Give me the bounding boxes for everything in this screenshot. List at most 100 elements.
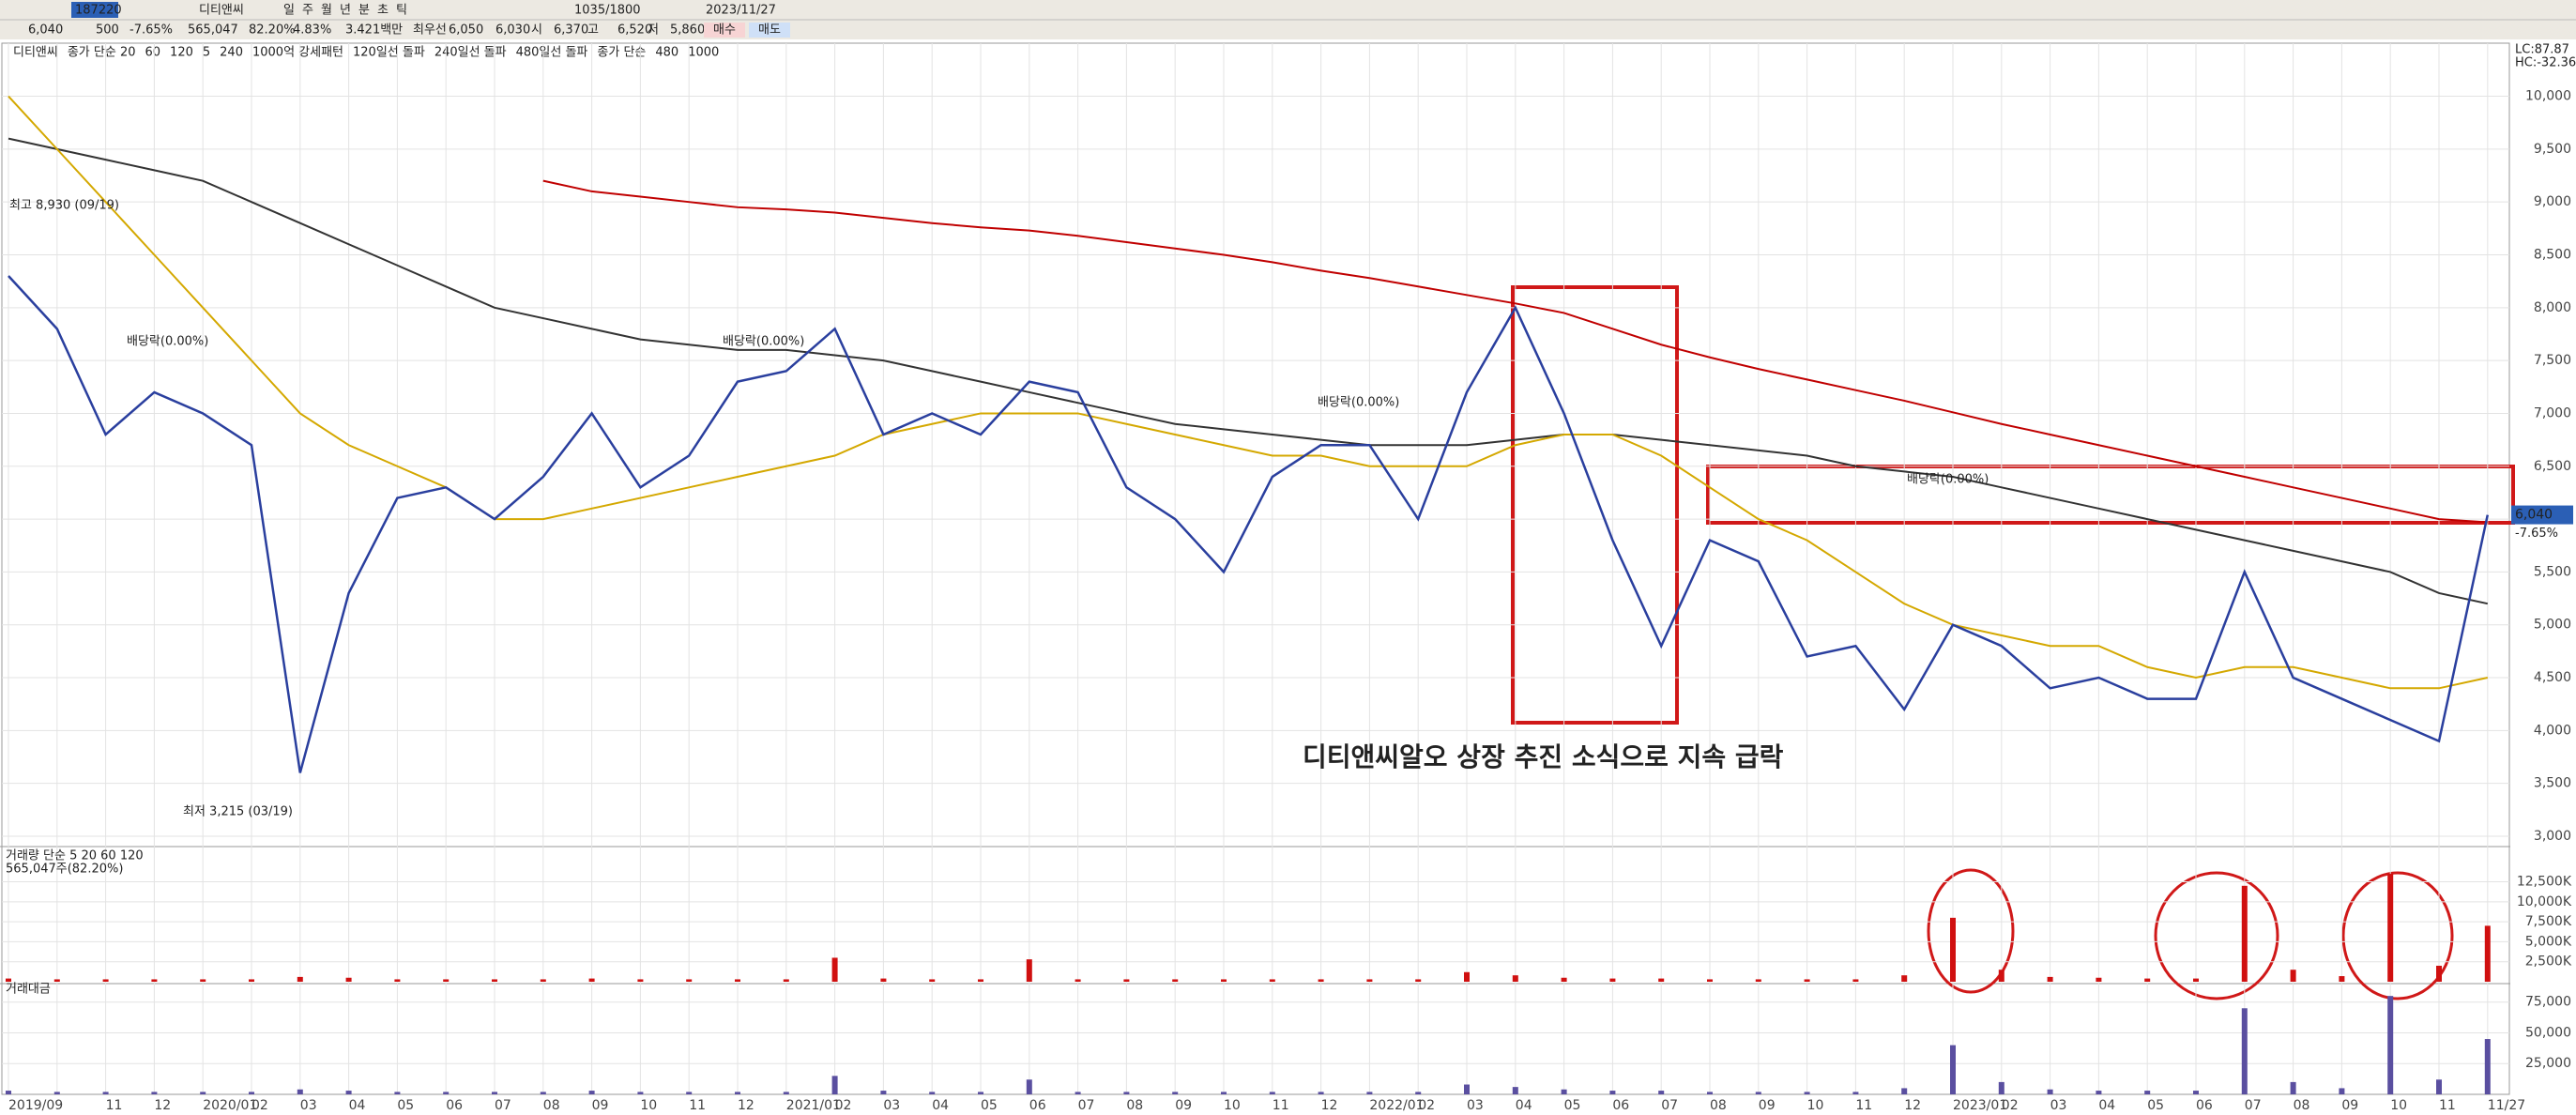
bar (2096, 1091, 2102, 1094)
y-tick-label: 10,000 (2525, 89, 2571, 104)
bar (1318, 979, 1324, 982)
bar (978, 1092, 983, 1094)
x-tick-label: 11/27 (2488, 1098, 2525, 1113)
annotation: 최저 3,215 (03/19) (183, 805, 293, 819)
bar (2436, 965, 2442, 982)
bar (1221, 979, 1227, 982)
bar (1561, 977, 1567, 982)
x-tick-label: 07 (495, 1098, 511, 1113)
bar (1755, 1092, 1761, 1094)
bar (1123, 979, 1130, 982)
bar (1852, 1092, 1859, 1094)
quote-field: 6,050 (449, 23, 483, 38)
y-tick-label: 3,000 (2534, 829, 2571, 844)
x-tick-label: 10 (1224, 1098, 1241, 1113)
x-tick-label: 03 (883, 1098, 900, 1113)
x-tick-label: 06 (1612, 1098, 1629, 1113)
trade-button[interactable]: 매도 (758, 23, 781, 38)
x-tick-label: 08 (1710, 1098, 1727, 1113)
x-tick-label: 06 (446, 1098, 463, 1113)
bar (637, 979, 644, 982)
bar (1609, 978, 1616, 982)
x-tick-label: 12 (1904, 1098, 1921, 1113)
y-tick-label: 2,500K (2525, 955, 2572, 970)
x-tick-label: 11 (2439, 1098, 2456, 1113)
trade-button-bg[interactable] (704, 23, 745, 38)
series-line (8, 137, 2489, 605)
bar (1901, 1088, 1908, 1094)
y-tick-label: 4,000 (2534, 723, 2571, 738)
legend-entry: 480 (655, 46, 678, 60)
bar (200, 979, 206, 982)
x-tick-label: 08 (543, 1098, 560, 1113)
bar (1512, 1087, 1518, 1094)
x-tick-label: 05 (1564, 1098, 1581, 1113)
bar (1075, 979, 1081, 982)
bar (2484, 925, 2491, 982)
legend-entry: 디티앤씨 (13, 46, 58, 60)
quote-field: 500 (96, 23, 119, 38)
bar (53, 979, 60, 982)
bar (2387, 996, 2394, 1094)
x-tick-label: 2023/01 (1953, 1098, 2007, 1113)
bar (540, 1092, 546, 1094)
y-tick-label: 7,000 (2534, 405, 2571, 420)
period-button[interactable]: 분 (358, 4, 370, 18)
x-tick-label: 04 (2098, 1098, 2115, 1113)
period-button[interactable]: 년 (340, 4, 351, 18)
legend-entry: 1000억 강세패턴 (252, 46, 343, 60)
quote-field: 저 (648, 23, 659, 38)
period-button[interactable]: 초 (377, 4, 389, 18)
x-tick-label: 11 (106, 1098, 123, 1113)
quote-field: -7.65% (130, 23, 173, 38)
annotation: 배당락(0.00%) (723, 335, 804, 349)
legend-entry: 종가 단순 (597, 46, 646, 60)
x-tick-label: 04 (932, 1098, 949, 1113)
bar (880, 978, 887, 982)
bar (2047, 976, 2053, 982)
series-line (8, 275, 2490, 773)
legend-entry: 5 (203, 46, 210, 60)
bar (735, 1092, 740, 1094)
bar (1026, 1079, 1032, 1094)
x-tick-label: 07 (1661, 1098, 1678, 1113)
y-tick-label: 12,500K (2517, 875, 2572, 890)
x-tick-label: 2022/01 (1369, 1098, 1424, 1113)
bar (2290, 1081, 2296, 1094)
x-tick-label: 02 (252, 1098, 268, 1113)
plot-frame (1, 42, 2510, 1095)
bar (1852, 979, 1859, 982)
trade-button[interactable]: 매수 (713, 23, 736, 38)
x-tick-label: 07 (2245, 1098, 2262, 1113)
period-button[interactable]: 일 (283, 4, 295, 18)
bar (929, 979, 936, 982)
bar (1561, 1089, 1567, 1094)
bar (1415, 979, 1422, 982)
bar (200, 1092, 206, 1094)
annotation: 최고 8,930 (09/19) (9, 199, 119, 213)
bar (2096, 977, 2102, 982)
code-bg (71, 2, 118, 18)
period-button[interactable]: 월 (321, 4, 332, 18)
bar (1609, 1091, 1616, 1094)
bar (492, 1092, 497, 1094)
highlight-box (1511, 285, 1679, 725)
count: 1035/1800 (574, 4, 641, 18)
bar (735, 979, 740, 982)
period-button[interactable]: 틱 (396, 4, 407, 18)
bar (2387, 874, 2394, 982)
highlight-box (1706, 465, 2515, 525)
stock-name: 디티앤씨 (199, 4, 244, 18)
trade-button-bg[interactable] (749, 23, 790, 38)
x-tick-label: 09 (2341, 1098, 2358, 1113)
date: 2023/11/27 (706, 4, 776, 18)
y-tick-label: 25,000 (2525, 1056, 2571, 1071)
quote-field: 3.421백만 (345, 23, 403, 38)
x-tick-label: 03 (300, 1098, 317, 1113)
period-button[interactable]: 주 (302, 4, 313, 18)
bar (978, 979, 983, 982)
bar (2339, 1088, 2345, 1094)
bar (151, 1092, 158, 1094)
bar (1707, 1092, 1713, 1094)
x-tick-label: 05 (397, 1098, 414, 1113)
